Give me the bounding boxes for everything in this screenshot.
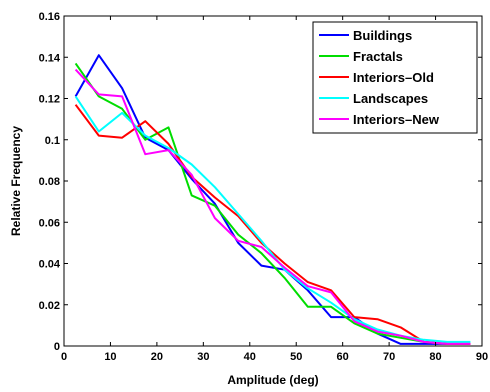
series-line-1 <box>74 62 471 345</box>
legend-label-3: Landscapes <box>353 91 428 106</box>
y-tick-label: 0.14 <box>39 52 61 64</box>
x-tick-label: 70 <box>383 351 395 363</box>
y-tick-label: 0 <box>54 341 60 353</box>
x-tick-label: 30 <box>197 351 209 363</box>
y-tick-label: 0.04 <box>39 259 61 271</box>
x-axis-label: Amplitude (deg) <box>227 373 318 387</box>
x-tick-label: 20 <box>151 351 163 363</box>
y-axis-label: Relative Frequency <box>9 126 23 236</box>
x-tick-label: 60 <box>337 351 349 363</box>
ticks-layer: 0 10 20 30 40 50 60 70 80 90 0 0.02 0.04 0.06 0.08 0.1 0… <box>39 11 489 363</box>
y-tick-label: 0.08 <box>39 176 60 188</box>
x-tick-label: 80 <box>429 351 441 363</box>
series-line-4 <box>74 68 471 345</box>
series-line-2 <box>74 104 471 345</box>
legend-label-0: Buildings <box>353 28 412 43</box>
x-tick-label: 40 <box>244 351 256 363</box>
y-tick-label: 0.1 <box>45 135 60 147</box>
y-tick-label: 0.12 <box>39 94 60 106</box>
x-tick-label: 10 <box>104 351 116 363</box>
y-tick-label: 0.06 <box>39 217 60 229</box>
legend-label-2: Interiors–Old <box>353 70 434 85</box>
legend-label-1: Fractals <box>353 49 403 64</box>
legend: Buildings Fractals Interiors–Old Landscapes… <box>312 21 478 134</box>
x-tick-label: 0 <box>61 351 67 363</box>
series-layer <box>74 54 471 345</box>
y-tick-label: 0.02 <box>39 300 60 312</box>
x-tick-label: 90 <box>476 351 488 363</box>
x-tick-label: 50 <box>290 351 302 363</box>
legend-label-4: Interiors–New <box>353 112 440 127</box>
series-line-0 <box>74 54 471 345</box>
y-tick-label: 0.16 <box>39 11 60 23</box>
